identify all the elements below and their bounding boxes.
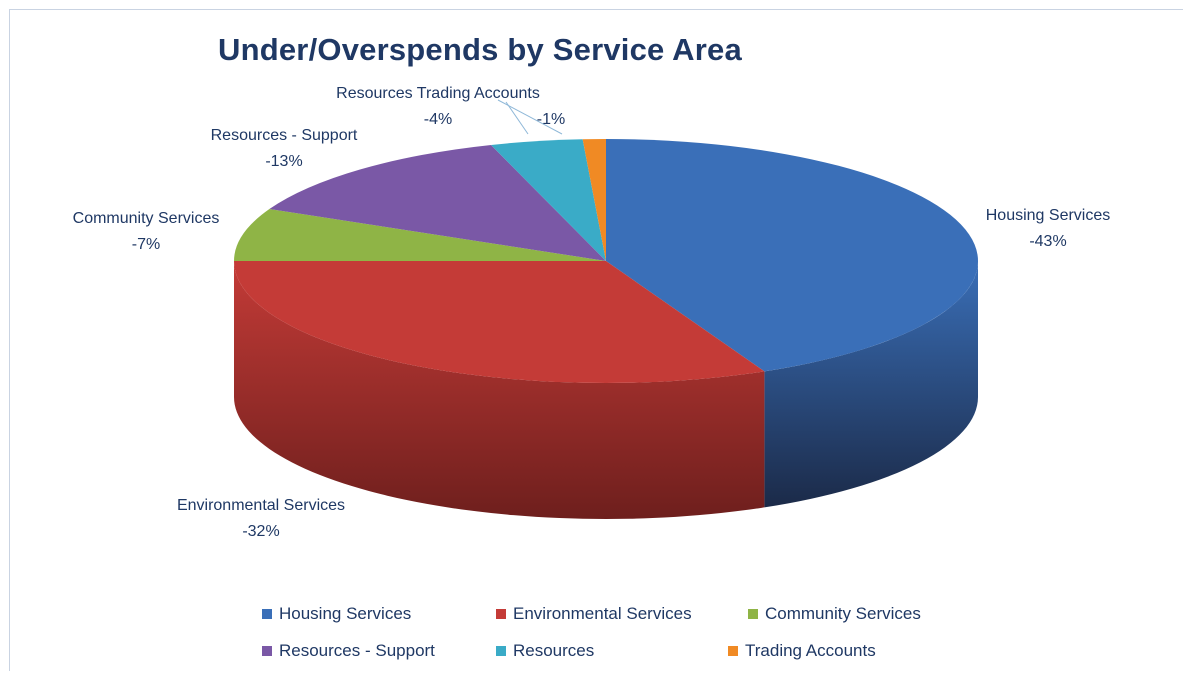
data-value-resources-trading-accounts: -4% [424,111,452,128]
legend-item-housing-services: Housing Services [262,604,411,624]
leader-line-resources-trading-accounts [505,101,529,135]
legend-swatch [496,609,506,619]
pie-side-environmental-services [234,261,765,519]
legend-label: Environmental Services [513,604,692,623]
data-label-resources-trading-accounts: Resources Trading Accounts [336,85,540,102]
pie-slice-resources-support [269,144,606,261]
pie-slice-housing-services [606,139,978,372]
legend-label: Resources [513,641,595,660]
pie-slice-community-services [234,209,606,261]
data-label-housing-services: Housing Services [986,207,1111,224]
leader-lines [497,99,563,135]
legend-swatch [728,646,738,656]
pie-slice-environmental-services [234,261,765,383]
pie-side-housing-services [764,261,978,508]
data-label-community-services: Community Services [73,210,220,227]
legend-swatch [748,609,758,619]
chart-title: Under/Overspends by Service Area [218,32,742,67]
legend-swatch [496,646,506,656]
pie-tops [234,139,978,383]
data-value-trading-accounts: -1% [537,111,565,128]
leader-line-trading-accounts [497,99,563,135]
legend-item-resources: Resources [496,641,594,661]
data-label-environmental-services: Environmental Services [177,497,345,514]
legend-label: Housing Services [279,604,412,623]
data-value-housing-services: -43% [1029,233,1066,250]
pie-sides [234,261,978,519]
data-value-community-services: -7% [132,236,160,253]
legend-swatch [262,609,272,619]
chart-frame [9,9,1183,671]
data-label-resources-support: Resources - Support [211,127,358,144]
legend-swatch [262,646,272,656]
legend-item-trading-accounts: Trading Accounts [728,641,876,661]
legend-label: Community Services [765,604,921,623]
data-labels: Housing Services -43% Environmental Servic… [73,85,1111,540]
data-value-resources-support: -13% [265,153,302,170]
pie-slice-resources-trading-accounts [491,139,606,261]
legend-item-environmental-services: Environmental Services [496,604,692,624]
legend-label: Resources - Support [279,641,435,660]
pie-slice-trading-accounts [582,139,606,261]
legend-label: Trading Accounts [745,641,876,660]
legend-item-resources-support: Resources - Support [262,641,435,661]
legend-item-community-services: Community Services [748,604,921,624]
data-value-environmental-services: -32% [242,523,279,540]
